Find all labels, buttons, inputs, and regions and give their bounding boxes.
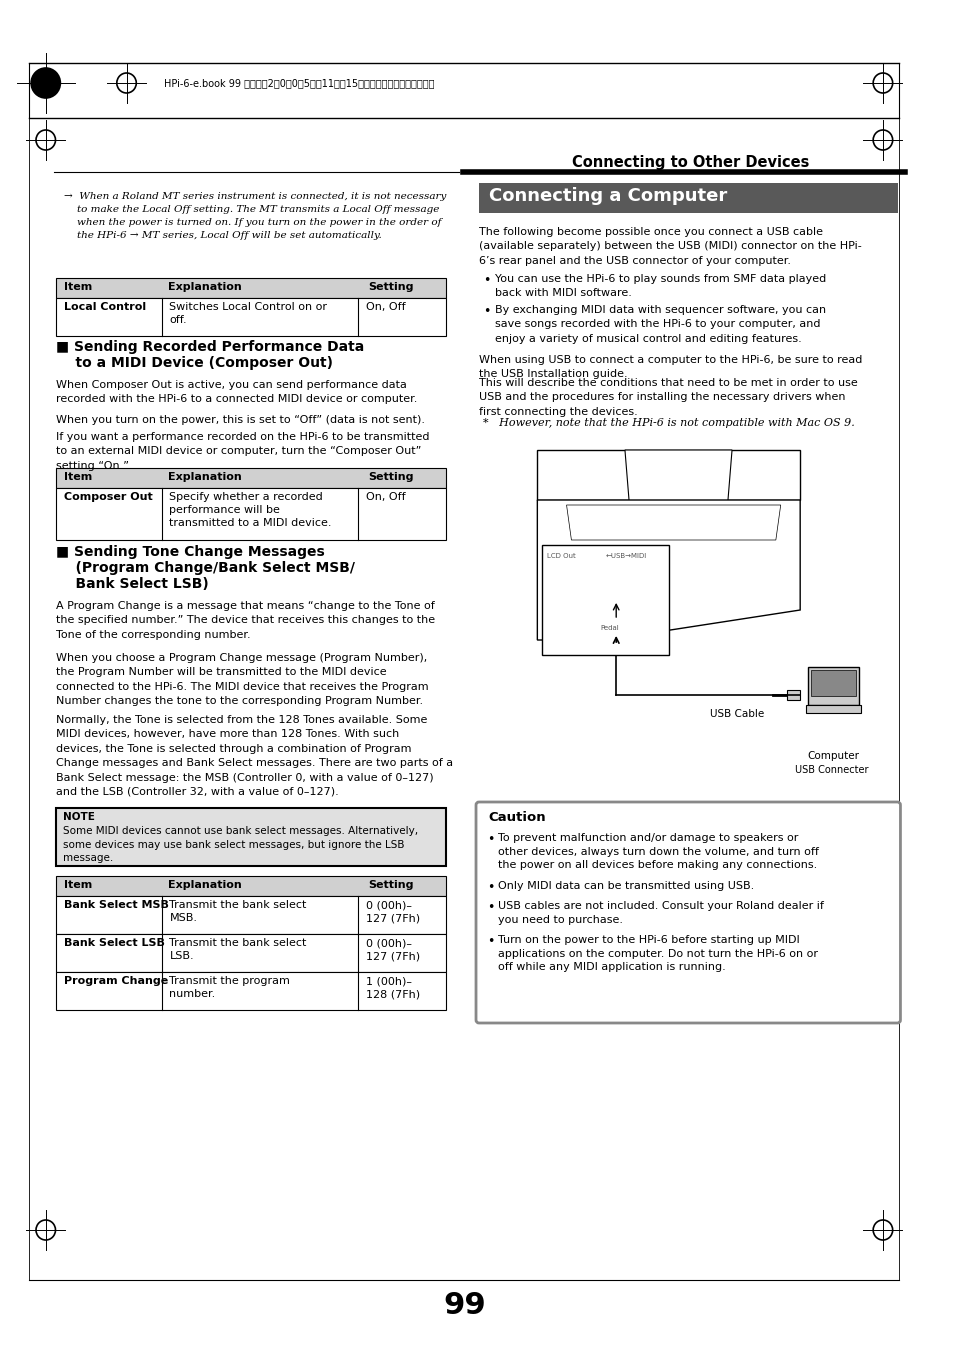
Text: Item: Item bbox=[64, 880, 92, 890]
Text: Caution: Caution bbox=[488, 811, 546, 824]
Bar bbox=[56, 488, 445, 540]
Text: Transmit the bank select
MSB.: Transmit the bank select MSB. bbox=[170, 900, 307, 923]
Text: •: • bbox=[486, 935, 494, 948]
Text: This will describe the conditions that need to be met in order to use
USB and th: This will describe the conditions that n… bbox=[478, 378, 857, 417]
Text: Connecting to Other Devices: Connecting to Other Devices bbox=[572, 155, 809, 170]
Text: A Program Change is a message that means “change to the Tone of
the specified nu: A Program Change is a message that means… bbox=[56, 601, 436, 640]
Text: •: • bbox=[482, 274, 490, 286]
Text: Explanation: Explanation bbox=[169, 471, 242, 482]
Text: When using USB to connect a computer to the HPi-6, be sure to read
the USB Insta: When using USB to connect a computer to … bbox=[478, 355, 862, 380]
Text: USB Connecter: USB Connecter bbox=[795, 765, 868, 775]
Bar bbox=[56, 808, 445, 866]
Text: Switches Local Control on or
off.: Switches Local Control on or off. bbox=[170, 303, 327, 326]
Text: LCD Out: LCD Out bbox=[546, 553, 576, 559]
Text: Composer Out: Composer Out bbox=[64, 492, 152, 503]
Text: •: • bbox=[486, 834, 494, 846]
Bar bbox=[805, 705, 860, 713]
Text: Explanation: Explanation bbox=[169, 880, 242, 890]
Polygon shape bbox=[537, 450, 800, 500]
Text: ■ Sending Tone Change Messages: ■ Sending Tone Change Messages bbox=[56, 544, 325, 559]
Text: Bank Select MSB: Bank Select MSB bbox=[64, 900, 169, 911]
Text: By exchanging MIDI data with sequencer software, you can
save songs recorded wit: By exchanging MIDI data with sequencer s… bbox=[494, 305, 824, 343]
Text: *   However, note that the HPi-6 is not compatible with Mac OS 9.: * However, note that the HPi-6 is not co… bbox=[482, 417, 854, 428]
Text: When you choose a Program Change message (Program Number),
the Program Number wi: When you choose a Program Change message… bbox=[56, 653, 429, 707]
Bar bbox=[785, 690, 800, 700]
Bar bbox=[56, 896, 445, 934]
Text: Turn on the power to the HPi-6 before starting up MIDI
applications on the compu: Turn on the power to the HPi-6 before st… bbox=[497, 935, 818, 973]
Text: HPi-6-e.book 99 ページ　2　0　0　5年　11朎　15日　火曜日　午後３時４９分: HPi-6-e.book 99 ページ 2 0 0 5年 11朎 15日 火曜日… bbox=[163, 78, 434, 88]
Polygon shape bbox=[537, 500, 800, 640]
Bar bbox=[56, 934, 445, 971]
Text: →  When a Roland MT series instrument is connected, it is not necessary
    to m: → When a Roland MT series instrument is … bbox=[64, 192, 446, 239]
Text: Transmit the program
number.: Transmit the program number. bbox=[170, 975, 290, 1000]
Bar bbox=[605, 567, 626, 585]
Text: ←USB→MIDI: ←USB→MIDI bbox=[605, 553, 646, 559]
Text: 99: 99 bbox=[442, 1290, 485, 1320]
Text: Some MIDI devices cannot use bank select messages. Alternatively,
some devices m: Some MIDI devices cannot use bank select… bbox=[63, 825, 418, 863]
Text: USB Cable: USB Cable bbox=[709, 709, 763, 719]
Text: Item: Item bbox=[64, 282, 92, 292]
Text: 1 (00h)–
128 (7Fh): 1 (00h)– 128 (7Fh) bbox=[366, 975, 419, 1000]
Bar bbox=[56, 299, 445, 336]
Circle shape bbox=[31, 68, 60, 99]
Text: When Composer Out is active, you can send performance data
recorded with the HPi: When Composer Out is active, you can sen… bbox=[56, 380, 417, 404]
Bar bbox=[810, 670, 855, 696]
Text: Only MIDI data can be transmitted using USB.: Only MIDI data can be transmitted using … bbox=[497, 881, 754, 892]
Text: Setting: Setting bbox=[368, 471, 413, 482]
Text: Local Control: Local Control bbox=[64, 303, 146, 312]
Text: NOTE: NOTE bbox=[63, 812, 95, 821]
Text: Explanation: Explanation bbox=[169, 282, 242, 292]
Text: Bank Select LSB): Bank Select LSB) bbox=[56, 577, 209, 590]
Text: Normally, the Tone is selected from the 128 Tones available. Some
MIDI devices, : Normally, the Tone is selected from the … bbox=[56, 715, 453, 797]
Text: to a MIDI Device (Composer Out): to a MIDI Device (Composer Out) bbox=[56, 357, 334, 370]
Bar bbox=[550, 563, 586, 603]
Bar bbox=[56, 971, 445, 1011]
Text: 0 (00h)–
127 (7Fh): 0 (00h)– 127 (7Fh) bbox=[366, 938, 419, 961]
Text: Transmit the bank select
LSB.: Transmit the bank select LSB. bbox=[170, 938, 307, 961]
Polygon shape bbox=[624, 450, 731, 509]
Bar bbox=[56, 467, 445, 488]
Text: •: • bbox=[486, 881, 494, 894]
Text: On, Off: On, Off bbox=[366, 303, 405, 312]
Text: 0 (00h)–
127 (7Fh): 0 (00h)– 127 (7Fh) bbox=[366, 900, 419, 923]
Text: Computer: Computer bbox=[806, 751, 859, 761]
Bar bbox=[56, 875, 445, 896]
Text: You can use the HPi-6 to play sounds from SMF data played
back with MIDI softwar: You can use the HPi-6 to play sounds fro… bbox=[494, 274, 825, 299]
Bar bbox=[478, 182, 897, 213]
Text: Specify whether a recorded
performance will be
transmitted to a MIDI device.: Specify whether a recorded performance w… bbox=[170, 492, 332, 528]
FancyBboxPatch shape bbox=[476, 802, 900, 1023]
Text: (Program Change/Bank Select MSB/: (Program Change/Bank Select MSB/ bbox=[56, 561, 355, 576]
Text: On, Off: On, Off bbox=[366, 492, 405, 503]
Text: USB cables are not included. Consult your Roland dealer if
you need to purchase.: USB cables are not included. Consult you… bbox=[497, 901, 823, 924]
Text: Pedal: Pedal bbox=[600, 626, 618, 631]
Text: If you want a performance recorded on the HPi-6 to be transmitted
to an external: If you want a performance recorded on th… bbox=[56, 432, 430, 470]
Text: ■ Sending Recorded Performance Data: ■ Sending Recorded Performance Data bbox=[56, 340, 364, 354]
Text: When you turn on the power, this is set to “Off” (data is not sent).: When you turn on the power, this is set … bbox=[56, 415, 425, 426]
Text: Connecting a Computer: Connecting a Computer bbox=[488, 186, 726, 205]
Bar bbox=[807, 667, 858, 705]
Polygon shape bbox=[566, 505, 780, 540]
Text: Bank Select LSB: Bank Select LSB bbox=[64, 938, 165, 948]
Text: Setting: Setting bbox=[368, 880, 413, 890]
Text: Program Change: Program Change bbox=[64, 975, 169, 986]
Bar bbox=[541, 544, 668, 655]
Text: Setting: Setting bbox=[368, 282, 413, 292]
Text: The following become possible once you connect a USB cable
(available separately: The following become possible once you c… bbox=[478, 227, 861, 266]
Text: •: • bbox=[482, 305, 490, 317]
Bar bbox=[56, 278, 445, 299]
Text: Item: Item bbox=[64, 471, 92, 482]
Text: •: • bbox=[486, 901, 494, 915]
Text: To prevent malfunction and/or damage to speakers or
other devices, always turn d: To prevent malfunction and/or damage to … bbox=[497, 834, 819, 870]
